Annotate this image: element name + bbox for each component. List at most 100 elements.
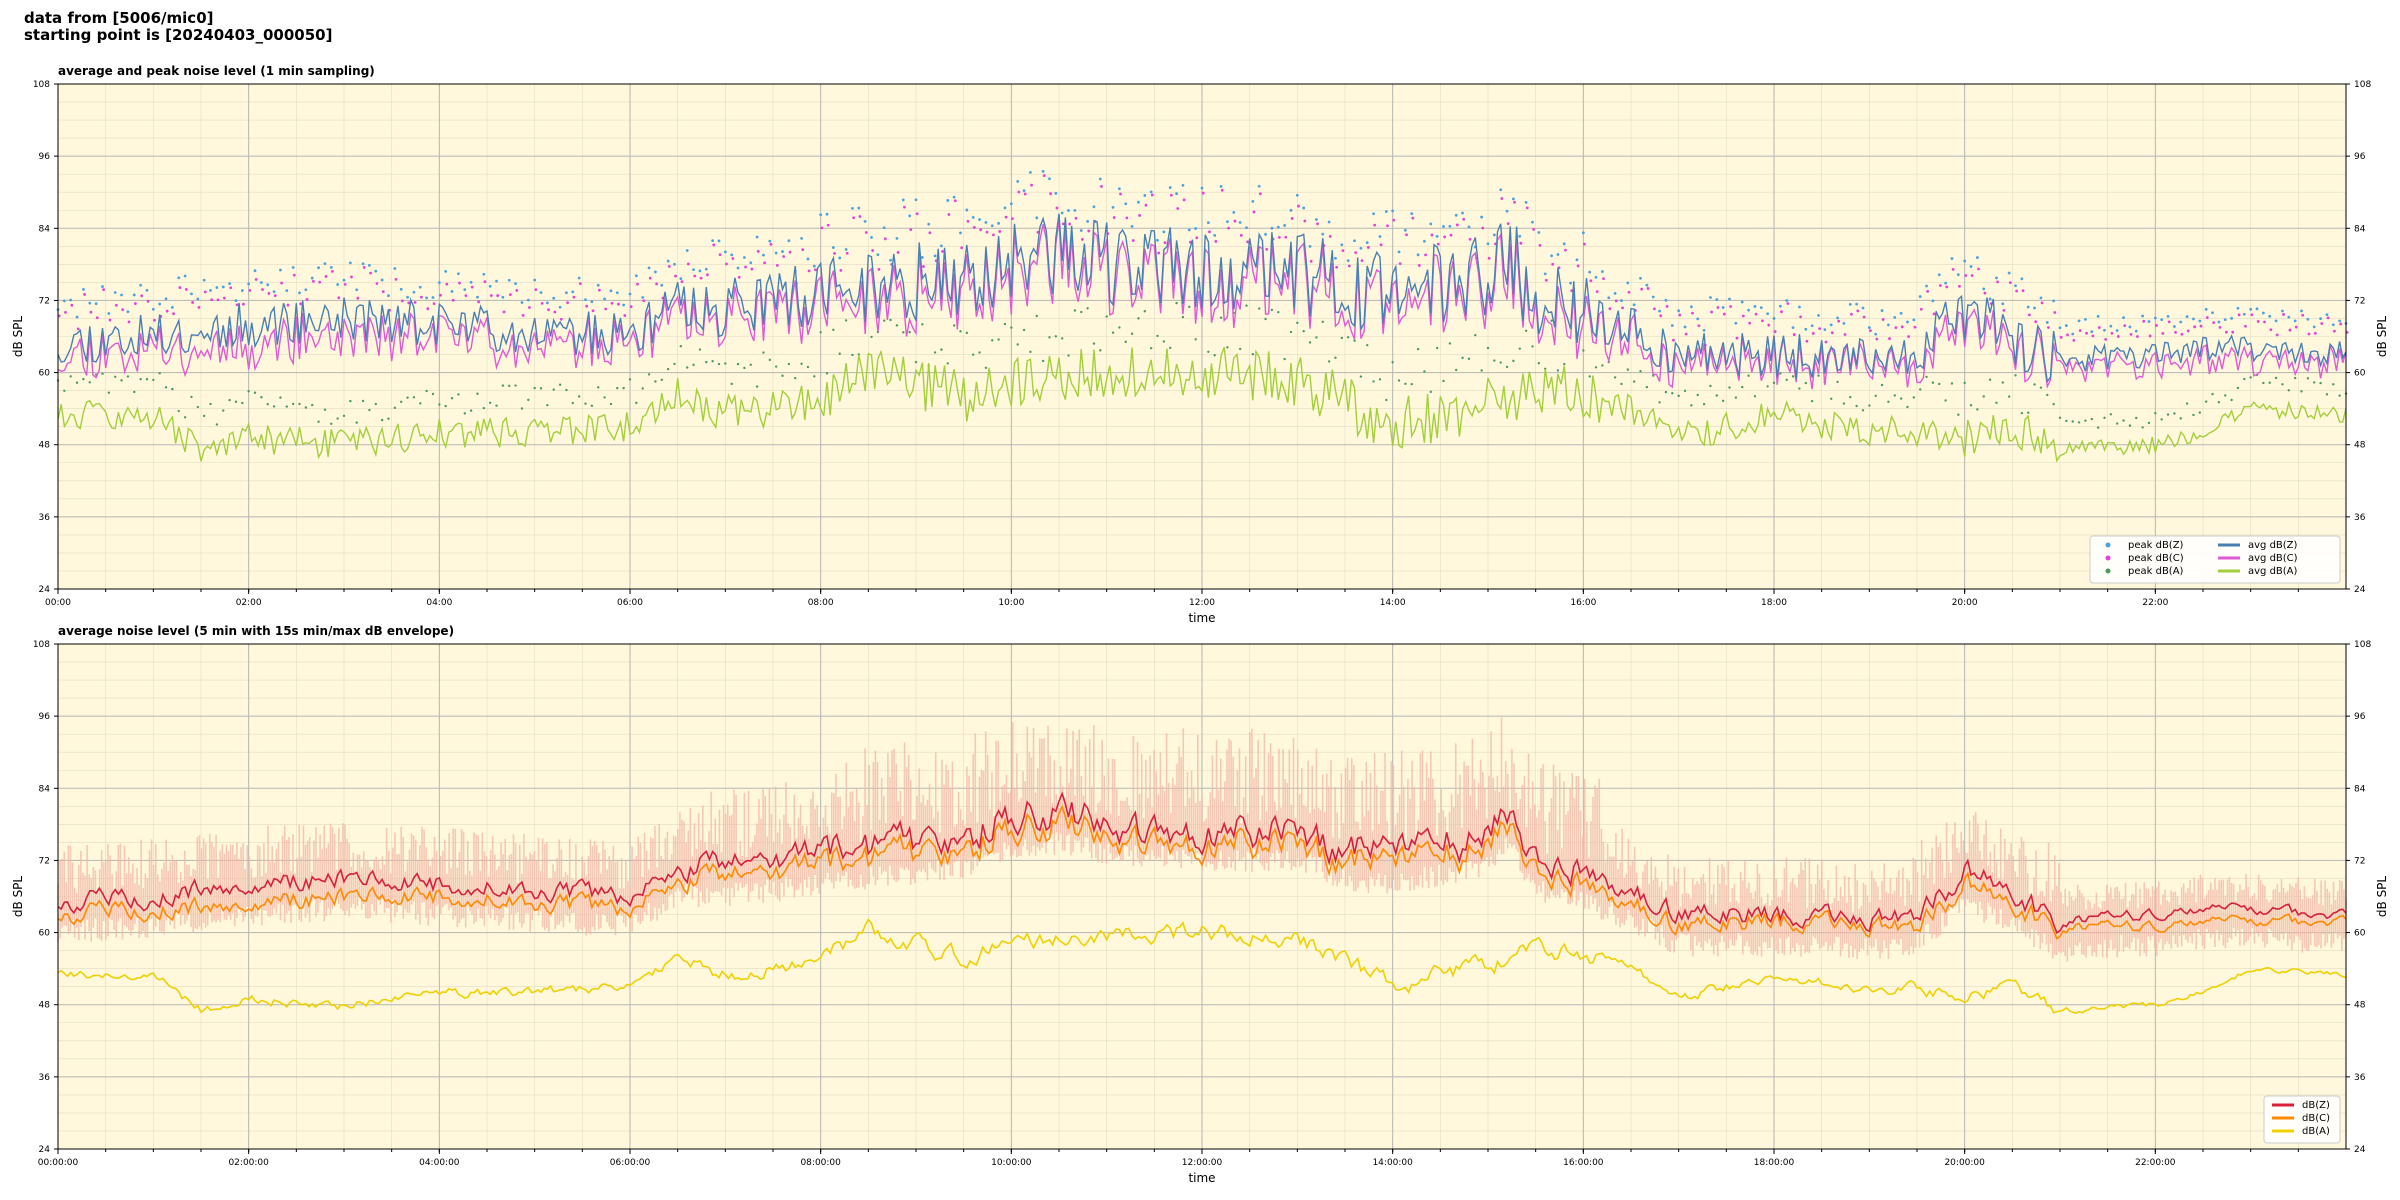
chart0-peak-c-point <box>2066 333 2069 337</box>
chart0-peak-a-point <box>1308 341 1312 344</box>
chart0-peak-a-point <box>222 409 225 412</box>
chart0-peak-a-point <box>393 406 397 410</box>
chart0-peak-z-point <box>1683 325 1687 329</box>
chart0-peak-c-point <box>477 300 481 304</box>
chart0-peak-z-point <box>1086 219 1089 223</box>
chart0-peak-c-point <box>629 305 633 309</box>
chart0-peak-c-point <box>242 302 245 306</box>
chart0-peak-a-point <box>425 389 428 393</box>
chart0-peak-a-point <box>1613 376 1617 379</box>
chart0-peak-a-point <box>260 396 263 399</box>
chart0-peak-z-point <box>787 239 791 243</box>
chart0-peak-z-point <box>1944 281 1947 285</box>
chart0-peak-z-point <box>2331 323 2335 327</box>
chart0-peak-z-point <box>361 262 365 266</box>
chart0-peak-a-point <box>1219 316 1223 319</box>
chart0-peak-z-point <box>425 296 429 300</box>
chart0-peak-a-point <box>1010 326 1013 329</box>
chart0-peak-c-point <box>1220 188 1224 192</box>
chart0-peak-a-point <box>1868 404 1871 407</box>
chart0-peak-a-point <box>469 409 473 412</box>
chart0-peak-c-point <box>292 273 296 277</box>
chart0-peak-a-point <box>1588 375 1591 378</box>
chart0-peak-z-point <box>698 269 702 273</box>
chart0-ylabel-right: dB SPL <box>2375 316 2389 358</box>
chart0-peak-a-point <box>1092 342 1096 345</box>
chart0-peak-c-point <box>1417 264 1421 267</box>
chart0-peak-z-point <box>2071 332 2075 336</box>
chart0-peak-c-point <box>1011 217 1014 221</box>
chart0-peak-c-point <box>280 281 283 285</box>
chart0-peak-a-point <box>380 418 384 422</box>
chart0-ytick-label-right: 72 <box>2354 296 2365 306</box>
chart0-peak-z-point <box>1308 244 1312 248</box>
chart0-peak-a-point <box>1632 380 1636 383</box>
chart0-peak-a-point <box>1258 307 1261 310</box>
chart0-peak-a-point <box>2096 426 2100 429</box>
chart0-peak-c-point <box>922 265 925 268</box>
chart0-peak-c-point <box>1608 307 1612 311</box>
chart0-peak-z-point <box>1029 170 1032 174</box>
chart0-peak-z-point <box>1429 222 1433 226</box>
chart1-ytick-label-right: 108 <box>2354 640 2371 650</box>
chart0-peak-a-point <box>1327 360 1331 363</box>
chart0-peak-z-point <box>1098 177 1102 181</box>
chart0-peak-c-point <box>864 231 868 234</box>
chart0-peak-c-point <box>2199 324 2203 328</box>
chart0-peak-a-point <box>2109 413 2113 416</box>
chart0-peak-c-point <box>1595 290 1599 294</box>
chart0-peak-c-point <box>464 294 468 298</box>
chart0-peak-c-point <box>184 288 188 291</box>
chart0-peak-z-point <box>1442 225 1445 228</box>
chart0-peak-c-point <box>1055 206 1059 210</box>
chart0-peak-a-point <box>711 360 714 363</box>
chart0-xtick-label: 00:00 <box>45 598 71 608</box>
chart0-peak-c-point <box>782 255 786 258</box>
chart0-peak-c-point <box>1697 324 1701 328</box>
chart0-peak-z-point <box>1340 243 1344 247</box>
chart0-legend-label: avg dB(Z) <box>2248 540 2298 551</box>
chart0-peak-z-point <box>1702 328 1706 332</box>
chart0-peak-c-point <box>2002 308 2006 312</box>
chart0-peak-z-point <box>1486 242 1490 246</box>
chart0-peak-c-point <box>2059 335 2063 339</box>
chart0-peak-a-point <box>1944 399 1947 402</box>
chart0-peak-c-point <box>2110 331 2114 335</box>
chart0-peak-z-point <box>463 288 467 292</box>
chart0-peak-z-point <box>641 296 645 299</box>
chart0-peak-c-point <box>2040 301 2044 305</box>
chart0-peak-a-point <box>768 358 772 362</box>
chart0-xtick-label: 08:00 <box>808 598 834 608</box>
chart0-peak-a-point <box>1054 335 1058 338</box>
chart0-peak-z-point <box>1448 224 1452 228</box>
chart0-peak-a-point <box>1658 401 1661 404</box>
chart0-peak-z-point <box>2141 314 2145 318</box>
chart0-peak-a-point <box>114 375 117 378</box>
chart0-peak-z-point <box>196 297 200 301</box>
chart0-peak-a-point <box>2217 401 2221 404</box>
chart0-peak-a-point <box>660 378 663 382</box>
chart0-peak-a-point <box>813 375 816 378</box>
chart0-peak-c-point <box>1945 285 1949 289</box>
chart1-legend-label: dB(A) <box>2302 1126 2330 1137</box>
chart0-peak-a-point <box>1321 320 1324 324</box>
chart0-peak-z-point <box>2147 320 2151 323</box>
chart0-peak-c-point <box>2085 331 2088 335</box>
chart0-peak-a-point <box>717 362 721 366</box>
chart0-peak-z-point <box>158 302 162 306</box>
chart0-peak-z-point <box>368 263 371 267</box>
chart0-peak-a-point <box>1397 379 1401 382</box>
chart0-peak-z-point <box>62 299 66 303</box>
chart0-peak-a-point <box>1690 404 1693 407</box>
chart0-peak-z-point <box>1130 224 1134 228</box>
chart0-peak-c-point <box>725 262 728 266</box>
chart0-peak-a-point <box>1988 378 1992 381</box>
chart0-peak-a-point <box>2027 411 2030 414</box>
chart0-peak-c-point <box>286 303 290 307</box>
chart0-peak-a-point <box>1048 336 1051 339</box>
chart0-peak-a-point <box>1887 400 1890 403</box>
chart0-peak-z-point <box>1156 238 1159 242</box>
chart0-peak-z-point <box>2198 319 2202 323</box>
chart0-peak-z-point <box>609 289 613 293</box>
chart0-peak-z-point <box>1206 221 1210 225</box>
